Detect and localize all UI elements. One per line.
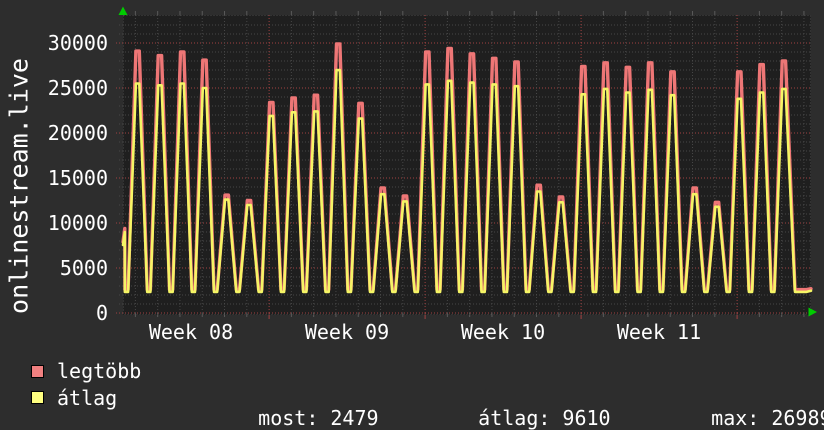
stat-current-value: 2479 <box>330 406 379 430</box>
stat-current-label: most: <box>258 406 319 430</box>
y-axis-arrow-icon <box>118 6 128 15</box>
x-week-label: Week 08 <box>148 320 234 344</box>
x-week-label: Week 11 <box>616 320 702 344</box>
x-week-label: Week 10 <box>460 320 546 344</box>
legend-swatch-max <box>31 365 44 378</box>
y-tick-label: 5000 <box>59 256 108 280</box>
stat-average-label: átlag: <box>478 406 551 430</box>
stat-max-value: 26989 <box>771 406 824 430</box>
plot-border <box>123 15 811 315</box>
stat-average-value: 9610 <box>562 406 611 430</box>
stat-current: most: 2479 <box>210 388 379 430</box>
legend-label-max: legtöbb <box>57 359 142 383</box>
stat-max: max: 26989 <box>663 388 824 430</box>
stat-average: átlag: 9610 <box>430 388 611 430</box>
y-tick-label: 25000 <box>47 76 108 100</box>
x-week-label: Week 09 <box>304 320 390 344</box>
axis-ticks <box>134 11 805 319</box>
y-tick-label: 30000 <box>47 31 108 55</box>
y-tick-label: 15000 <box>47 166 108 190</box>
stat-max-label: max: <box>711 406 760 430</box>
y-tick-label: 10000 <box>47 211 108 235</box>
legend-label-avg: átlag <box>57 386 118 410</box>
y-tick-label: 0 <box>95 301 108 325</box>
x-axis-arrow-icon <box>808 307 817 317</box>
legend-swatch-avg <box>31 391 44 404</box>
grid-major-horizontal <box>116 42 811 314</box>
series-avg-line <box>121 68 813 294</box>
y-tick-label: 20000 <box>47 121 108 145</box>
